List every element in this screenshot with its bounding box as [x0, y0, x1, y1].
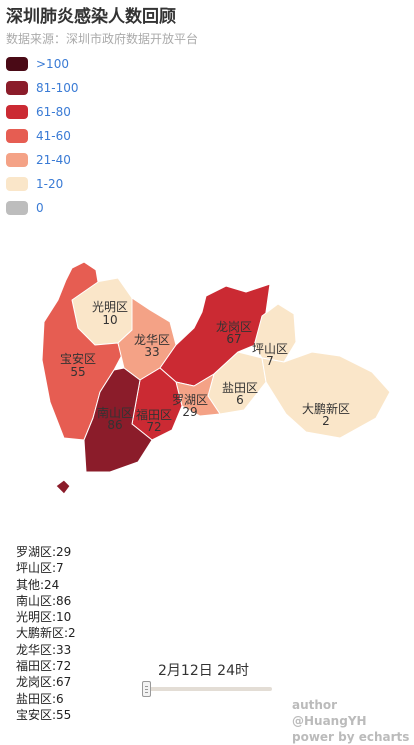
- legend-item-1-20[interactable]: 1-20: [6, 172, 79, 196]
- stats-line: 宝安区:55: [16, 707, 72, 722]
- timeline-current-label: 2月12日 24时: [158, 663, 249, 679]
- district-value: 6: [236, 393, 244, 407]
- district-name: 福田区: [136, 407, 172, 422]
- legend-swatch: [6, 177, 28, 191]
- legend-swatch: [6, 57, 28, 71]
- map-subtitle: 数据来源：深圳市政府数据开放平台: [6, 32, 199, 46]
- district-dapeng[interactable]: [261, 351, 391, 439]
- district-value: 86: [107, 418, 122, 432]
- legend-item-81-100[interactable]: 81-100: [6, 76, 79, 100]
- timeline-slider: 2月12日 24时: [0, 660, 414, 710]
- visual-map-legend: >100 81-100 61-80 41-60 21-40 1-20 0: [6, 52, 79, 220]
- district-name: 罗湖区: [172, 392, 208, 407]
- district-value: 7: [266, 354, 274, 368]
- legend-swatch: [6, 153, 28, 167]
- stats-line: 龙华区:33: [16, 642, 72, 657]
- author-credit: author @HuangYH: [292, 698, 367, 728]
- district-name: 宝安区: [60, 351, 96, 366]
- grip-line: [145, 692, 148, 693]
- district-name: 龙华区: [134, 333, 170, 347]
- district-value: 29: [182, 405, 197, 419]
- district-value: 10: [102, 313, 117, 327]
- legend-item-zero[interactable]: 0: [6, 196, 79, 220]
- stats-line: 罗湖区:29: [16, 545, 72, 559]
- stats-line: 光明区:10: [16, 610, 72, 625]
- legend-item-41-60[interactable]: 41-60: [6, 124, 79, 148]
- legend-label: 81-100: [36, 81, 79, 95]
- district-value: 2: [322, 414, 330, 428]
- legend-label: 1-20: [36, 177, 64, 191]
- legend-label: 41-60: [36, 129, 71, 143]
- legend-item-21-40[interactable]: 21-40: [6, 148, 79, 172]
- legend-item-over-100[interactable]: >100: [6, 52, 79, 76]
- power-credit: power by echarts: [292, 730, 410, 744]
- district-luohu[interactable]: [175, 373, 221, 417]
- district-name: 大鹏新区: [302, 401, 350, 416]
- district-name: 龙岗区: [216, 320, 252, 334]
- stats-line: 其他:24: [16, 577, 60, 592]
- legend-item-61-80[interactable]: 61-80: [6, 100, 79, 124]
- district-value: 33: [144, 345, 159, 359]
- shenzhen-map: 光明区 10 龙岗区 67 宝安区 55 龙华区 33 坪山区 7 盐田区 6 …: [41, 261, 391, 495]
- stats-line: 盐田区:6: [16, 691, 64, 706]
- district-name: 南山区: [97, 405, 133, 420]
- legend-label: 61-80: [36, 105, 71, 119]
- stats-line: 南山区:86: [16, 593, 72, 608]
- timeline-handle[interactable]: [142, 681, 151, 697]
- legend-swatch: [6, 105, 28, 119]
- stats-line: 坪山区:7: [16, 561, 64, 576]
- stats-line: 福田区:72: [16, 659, 72, 674]
- district-pingshan[interactable]: [253, 303, 297, 363]
- district-value: 72: [146, 420, 161, 434]
- district-value: 55: [70, 365, 85, 379]
- district-name: 盐田区: [222, 381, 258, 395]
- island-neilingding[interactable]: [55, 479, 71, 495]
- legend-swatch: [6, 129, 28, 143]
- district-value: 67: [226, 332, 241, 346]
- timeline-track[interactable]: [146, 687, 272, 691]
- district-name: 坪山区: [252, 342, 288, 356]
- legend-label: 21-40: [36, 153, 71, 167]
- legend-label: 0: [36, 201, 44, 215]
- map-title: 深圳肺炎感染人数回顾: [6, 7, 176, 27]
- district-stats-list: 罗湖区:29 坪山区:7 其他:24 南山区:86 光明区:10 大鹏新区:2 …: [16, 544, 76, 723]
- grip-line: [145, 686, 148, 687]
- credits: author @HuangYH power by echarts: [292, 697, 414, 745]
- district-name: 光明区: [92, 300, 128, 314]
- legend-label: >100: [36, 57, 69, 71]
- legend-swatch: [6, 201, 28, 215]
- legend-swatch: [6, 81, 28, 95]
- grip-line: [145, 689, 148, 690]
- stats-line: 大鹏新区:2: [16, 626, 76, 641]
- stats-line: 龙岗区:67: [16, 675, 72, 690]
- district-nanshan[interactable]: [83, 367, 153, 473]
